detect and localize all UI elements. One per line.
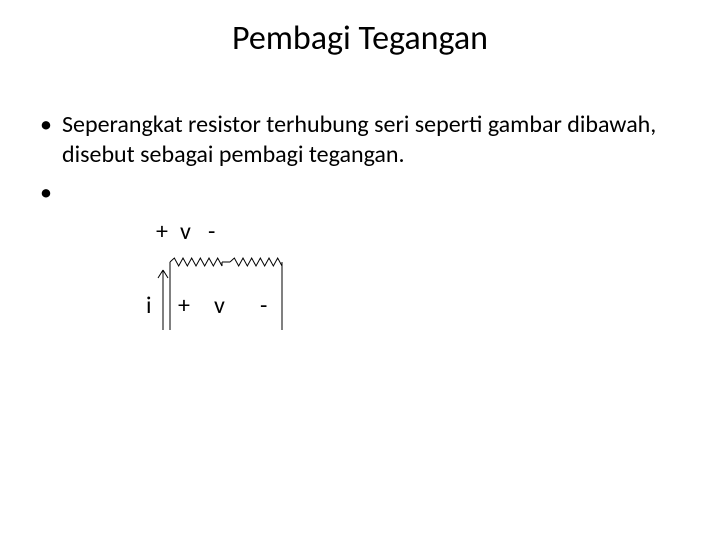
label-i: i — [146, 294, 152, 318]
page-title: Pembagi Tegangan — [0, 18, 720, 59]
bullet-list: Seperangkat resistor terhubung seri sepe… — [40, 110, 680, 216]
bullet-main: Seperangkat resistor terhubung seri sepe… — [40, 110, 680, 170]
label-top-minus: - — [208, 220, 215, 244]
bullet-empty: . — [40, 178, 680, 208]
label-bot-minus: - — [260, 294, 267, 318]
circuit-svg — [60, 222, 320, 382]
label-bot-plus: + — [178, 294, 190, 318]
voltage-divider-diagram: + v - i + v - — [60, 222, 320, 382]
label-top-v: v — [180, 220, 191, 244]
label-bot-v: v — [214, 294, 225, 318]
label-top-plus: + — [156, 220, 168, 244]
